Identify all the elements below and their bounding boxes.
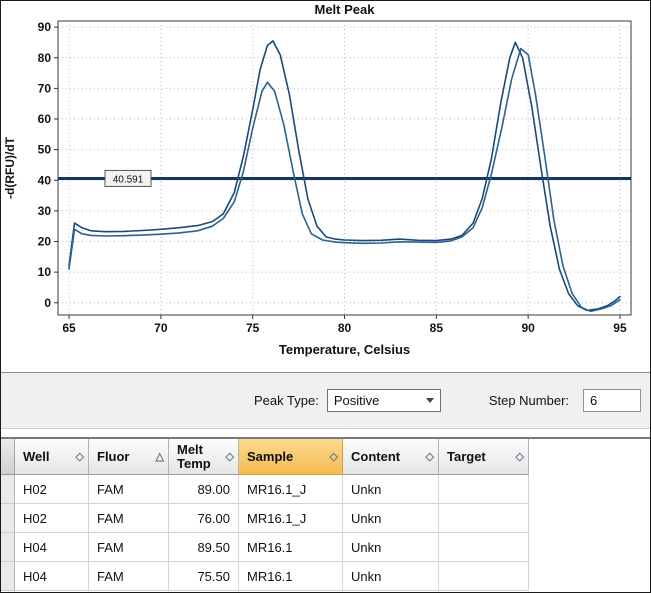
diamond-sort-icon: ◇	[225, 451, 234, 463]
column-label: Well	[23, 448, 50, 464]
triangle-up-sort-icon: △	[155, 451, 164, 463]
x-tick-label: 85	[430, 321, 444, 335]
x-tick-label: 75	[246, 321, 260, 335]
table-cell: FAM	[89, 475, 169, 504]
table-cell: MR16.1_J	[239, 504, 343, 533]
y-tick-label: 60	[38, 112, 52, 126]
column-label: Content	[351, 448, 401, 464]
table-cell: 76.00	[169, 504, 239, 533]
row-selector-header[interactable]	[1, 439, 15, 475]
row-selector[interactable]	[1, 475, 15, 504]
column-header-target[interactable]: Target ◇	[439, 439, 529, 475]
table-cell: 89.50	[169, 533, 239, 562]
row-selector[interactable]	[1, 533, 15, 562]
table-cell: FAM	[89, 533, 169, 562]
step-number-label: Step Number:	[488, 393, 570, 408]
peak-type-value: Positive	[333, 393, 380, 408]
table-cell: Unkn	[343, 504, 439, 533]
diamond-sort-icon: ◇	[75, 451, 84, 463]
y-tick-label: 40	[38, 173, 52, 187]
table-cell: MR16.1	[239, 562, 343, 591]
y-tick-label: 50	[38, 143, 52, 157]
table-row[interactable]: H04 FAM 89.50 MR16.1 Unkn	[1, 533, 650, 562]
y-tick-label: 20	[38, 235, 52, 249]
y-tick-label: 70	[38, 81, 52, 95]
y-tick-label: 30	[38, 204, 52, 218]
table-cell: Unkn	[343, 475, 439, 504]
table-row[interactable]: H02 FAM 89.00 MR16.1_J Unkn	[1, 475, 650, 504]
peak-type-dropdown[interactable]: Positive	[326, 389, 441, 412]
x-tick-label: 80	[338, 321, 352, 335]
table-cell	[439, 504, 529, 533]
table-cell: H04	[15, 562, 89, 591]
table-cell	[439, 533, 529, 562]
column-label: Target	[447, 448, 486, 464]
peak-controls-bar: Peak Type: Positive Step Number: 6	[1, 372, 650, 429]
y-axis-label: -d(RFU)/dT	[3, 136, 17, 199]
peak-type-label: Peak Type:	[254, 393, 319, 408]
table-row[interactable]: H02 FAM 76.00 MR16.1_J Unkn	[1, 504, 650, 533]
y-tick-label: 10	[38, 265, 52, 279]
melt-curve-h04-mr16-1	[68, 47, 621, 313]
y-tick-label: 90	[38, 20, 52, 34]
table-header-row: Well ◇ Fluor △ Melt Temp ◇ Sample ◇ Content ◇ Targ…	[1, 437, 650, 475]
table-cell: FAM	[89, 562, 169, 591]
x-tick-label: 65	[62, 321, 76, 335]
y-tick-label: 0	[44, 296, 51, 310]
row-selector[interactable]	[1, 562, 15, 591]
column-header-melt-temp[interactable]: Melt Temp ◇	[169, 439, 239, 475]
threshold-value-box[interactable]	[104, 169, 152, 187]
x-axis-label: Temperature, Celsius	[279, 342, 410, 357]
spacer	[1, 429, 650, 437]
melt-peak-results-table: Well ◇ Fluor △ Melt Temp ◇ Sample ◇ Content ◇ Targ…	[1, 437, 650, 591]
chart-title: Melt Peak	[315, 2, 376, 17]
chevron-down-icon	[425, 398, 434, 403]
x-tick-label: 95	[613, 321, 627, 335]
table-cell: 89.00	[169, 475, 239, 504]
table-body: H02 FAM 89.00 MR16.1_J Unkn H02 FAM 76.00 MR16.1…	[1, 475, 650, 591]
table-cell: H02	[15, 504, 89, 533]
melt-peak-chart-panel: Melt Peak -d(RFU)/dT Temperature, Celsius 6…	[1, 1, 650, 372]
melt-peak-chart: Melt Peak -d(RFU)/dT Temperature, Celsius 6…	[3, 2, 632, 357]
column-label: Sample	[247, 448, 294, 464]
table-cell: FAM	[89, 504, 169, 533]
plot-border	[57, 20, 632, 316]
table-cell: H02	[15, 475, 89, 504]
row-selector[interactable]	[1, 504, 15, 533]
diamond-sort-icon: ◇	[515, 451, 524, 463]
column-header-content[interactable]: Content ◇	[343, 439, 439, 475]
diamond-sort-icon: ◇	[425, 451, 434, 463]
table-cell: MR16.1	[239, 533, 343, 562]
step-number-value: 6	[590, 393, 598, 408]
table-row[interactable]: H04 FAM 75.50 MR16.1 Unkn	[1, 562, 650, 591]
column-header-fluor[interactable]: Fluor △	[89, 439, 169, 475]
threshold-value-label: 40.591	[113, 174, 144, 185]
table-cell: Unkn	[343, 562, 439, 591]
table-cell: H04	[15, 533, 89, 562]
x-tick-label: 90	[521, 321, 535, 335]
y-tick-label: 80	[38, 51, 52, 65]
column-header-sample[interactable]: Sample ◇	[239, 439, 343, 475]
column-label: Melt Temp	[177, 441, 211, 471]
table-cell	[439, 562, 529, 591]
step-number-field[interactable]: 6	[583, 389, 642, 412]
diamond-sort-icon: ◇	[329, 451, 338, 463]
melt-curve-h02-mr16-1_j	[68, 40, 621, 312]
column-label: Fluor	[97, 448, 130, 464]
table-cell: MR16.1_J	[239, 475, 343, 504]
column-header-well[interactable]: Well ◇	[15, 439, 89, 475]
table-cell: Unkn	[343, 533, 439, 562]
table-cell: 75.50	[169, 562, 239, 591]
table-cell	[439, 475, 529, 504]
x-tick-label: 70	[154, 321, 168, 335]
